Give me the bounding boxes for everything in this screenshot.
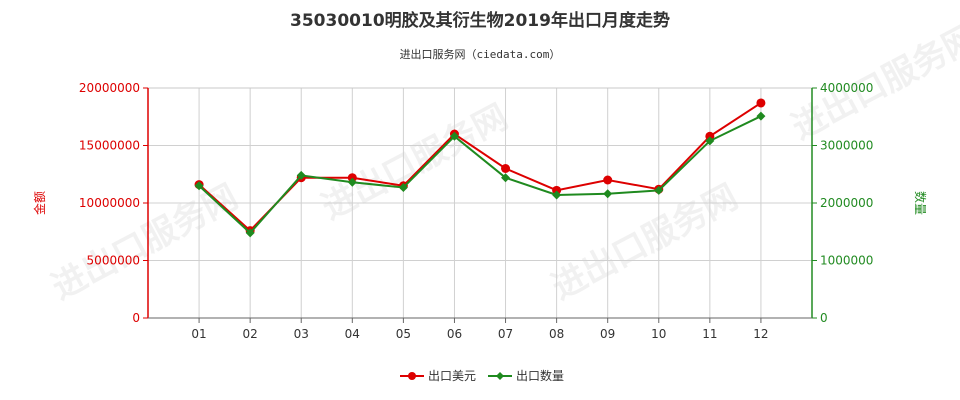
x-ticks: 01 02 03 04 05 06 07 08 09 10 11 12 bbox=[191, 318, 769, 341]
x-tick-label: 01 bbox=[191, 327, 206, 341]
series-1-point bbox=[705, 131, 715, 141]
series-2-point bbox=[654, 185, 664, 195]
y-left-tick-label: 10000000 bbox=[79, 196, 140, 210]
series-line-2 bbox=[198, 115, 762, 235]
x-tick-label: 07 bbox=[498, 327, 513, 341]
series-2-point bbox=[245, 228, 255, 238]
series-line-1 bbox=[198, 102, 762, 232]
y-right-ticks: 0 1000000 2000000 3000000 4000000 bbox=[812, 81, 873, 325]
series-2-point bbox=[296, 170, 306, 180]
y-right-tick-label: 1000000 bbox=[820, 254, 873, 268]
series-1-point bbox=[501, 164, 511, 173]
legend-label-1: 出口美元 bbox=[428, 369, 476, 383]
x-tick-label: 06 bbox=[447, 327, 462, 341]
chart-title: 35030010明胶及其衍生物2019年出口月度走势 bbox=[290, 10, 670, 31]
y-left-ticks: 0 5000000 10000000 15000000 20000000 bbox=[79, 81, 148, 325]
x-tick-label: 11 bbox=[702, 327, 717, 341]
series-2-point bbox=[705, 136, 715, 146]
y-left-tick-label: 20000000 bbox=[79, 81, 140, 95]
legend-label-2: 出口数量 bbox=[516, 368, 564, 383]
legend-marker-1 bbox=[408, 372, 416, 380]
y-left-axis-label: 金额 bbox=[32, 191, 47, 215]
watermark-text-2: 进出口服务网 bbox=[315, 97, 514, 228]
y-right-axis-label: 数量 bbox=[913, 191, 928, 215]
legend-marker-2 bbox=[496, 372, 504, 380]
y-left-tick-label: 15000000 bbox=[79, 139, 140, 153]
series-2-point bbox=[449, 131, 459, 141]
chart-subtitle: 进出口服务网（ciedata.com） bbox=[400, 47, 561, 61]
legend: 出口美元 出口数量 bbox=[400, 368, 564, 383]
x-tick-label: 04 bbox=[345, 327, 360, 341]
series-2-point bbox=[398, 182, 408, 192]
series-2-point bbox=[194, 181, 204, 191]
x-tick-label: 03 bbox=[294, 327, 309, 341]
y-left-tick-label: 5000000 bbox=[87, 254, 140, 268]
watermark-text-1: 进出口服务网 bbox=[45, 177, 244, 308]
y-right-tick-label: 4000000 bbox=[820, 81, 873, 95]
series-1-point bbox=[603, 175, 613, 185]
x-tick-label: 09 bbox=[600, 327, 615, 341]
series-2-point bbox=[552, 190, 562, 200]
series-2-point bbox=[603, 189, 613, 199]
series-1-point bbox=[552, 185, 562, 195]
series-2-point bbox=[347, 177, 357, 187]
x-tick-label: 12 bbox=[753, 327, 768, 341]
x-tick-label: 05 bbox=[396, 327, 411, 341]
series-1-point bbox=[756, 98, 766, 108]
series-2-point bbox=[501, 173, 511, 183]
y-right-tick-label: 0 bbox=[820, 311, 828, 325]
series-layer bbox=[194, 98, 766, 238]
x-tick-label: 08 bbox=[549, 327, 564, 341]
watermark-text-3: 进出口服务网 bbox=[545, 177, 744, 308]
x-tick-label: 10 bbox=[651, 327, 666, 341]
y-left-tick-label: 0 bbox=[132, 311, 140, 325]
series-2-point bbox=[756, 111, 766, 121]
series-1-point bbox=[347, 173, 357, 183]
y-right-tick-label: 3000000 bbox=[820, 139, 873, 153]
y-right-tick-label: 2000000 bbox=[820, 196, 873, 210]
x-tick-label: 02 bbox=[243, 327, 258, 341]
